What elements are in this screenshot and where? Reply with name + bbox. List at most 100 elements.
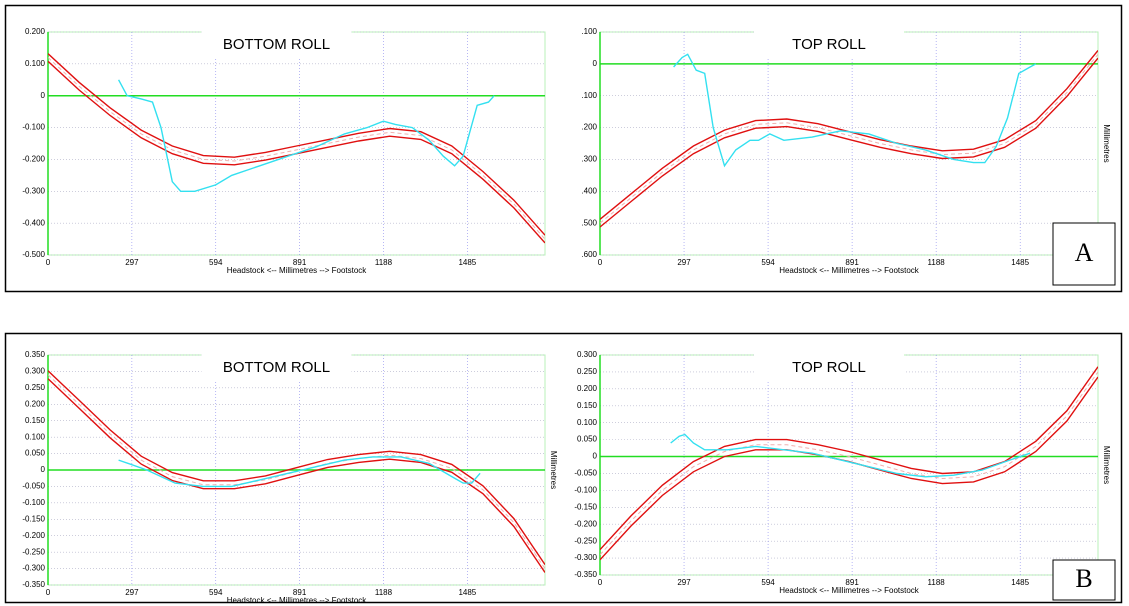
- x-axis-label: Headstock <-- Millimetres --> Footstock: [227, 266, 368, 275]
- x-tick-label: 1485: [458, 588, 476, 597]
- y-tick-label: .200: [581, 123, 597, 132]
- y-tick-label: 0: [41, 91, 46, 100]
- y-tick-label: 0.100: [25, 432, 46, 441]
- y-tick-label: 0.300: [577, 350, 598, 359]
- data-line: [600, 371, 1098, 556]
- data-line: [117, 79, 495, 192]
- panel-label-box: [1052, 222, 1116, 286]
- y-tick-label: 0.050: [577, 435, 598, 444]
- y-tick-label: -0.100: [22, 123, 45, 132]
- panel-label: A: [1075, 238, 1094, 267]
- data-line: [600, 57, 1098, 228]
- y-tick-label: -0.150: [574, 502, 597, 511]
- y-tick-label: -0.300: [22, 186, 45, 195]
- chart-title: BOTTOM ROLL: [223, 36, 330, 53]
- title-box: [201, 354, 352, 380]
- y-tick-label: -0.350: [22, 580, 45, 589]
- y-tick-label: 0: [41, 465, 46, 474]
- x-tick-label: 891: [293, 588, 307, 597]
- x-axis-label: Headstock <-- Millimetres --> Footstock: [227, 596, 368, 605]
- charts: 0.2000.1000-0.100-0.200-0.300-0.400-0.50…: [22, 27, 1111, 605]
- y-tick-label: -0.500: [22, 250, 45, 259]
- y-axis-label: Millimetres: [1102, 446, 1111, 484]
- panel-label: B: [1075, 564, 1092, 593]
- x-tick-label: 594: [209, 588, 223, 597]
- y-tick-label: .100: [581, 91, 597, 100]
- data-line: [673, 53, 1037, 168]
- data-line: [118, 456, 481, 488]
- y-tick-label: -0.350: [574, 570, 597, 579]
- panel-frame: [4, 4, 1123, 293]
- y-tick-label: -0.150: [22, 514, 45, 523]
- chart-title: TOP ROLL: [792, 359, 866, 376]
- y-tick-label: 0.150: [577, 401, 598, 410]
- x-axis-label: Headstock <-- Millimetres --> Footstock: [779, 266, 920, 275]
- panel-frame: [4, 332, 1123, 604]
- y-tick-label: -0.200: [22, 155, 45, 164]
- plot-area: [47, 31, 546, 256]
- y-tick-label: 0.100: [577, 418, 598, 427]
- x-tick-label: 0: [46, 258, 51, 267]
- y-tick-label: 0.300: [25, 367, 46, 376]
- y-tick-label: -0.300: [574, 553, 597, 562]
- x-tick-label: 891: [293, 258, 307, 267]
- y-tick-label: 0.250: [25, 383, 46, 392]
- data-line: [48, 53, 545, 236]
- plot-area: [599, 31, 1099, 256]
- title-box: [754, 354, 904, 380]
- y-tick-label: 0.150: [25, 416, 46, 425]
- y-tick-label: 0.200: [25, 27, 46, 36]
- data-line: [48, 57, 545, 240]
- y-tick-label: -0.200: [574, 519, 597, 528]
- data-line: [670, 433, 1031, 478]
- x-tick-label: 0: [598, 578, 603, 587]
- y-tick-label: 0.200: [25, 399, 46, 408]
- y-tick-label: .500: [581, 218, 597, 227]
- y-tick-label: -0.100: [22, 498, 45, 507]
- y-tick-label: 0.250: [577, 367, 598, 376]
- y-tick-label: 0: [593, 59, 598, 68]
- y-tick-label: .400: [581, 186, 597, 195]
- y-tick-label: -0.400: [22, 218, 45, 227]
- chart-title: BOTTOM ROLL: [223, 359, 330, 376]
- x-tick-label: 1485: [1011, 578, 1029, 587]
- x-tick-label: 1188: [928, 258, 946, 267]
- title-box: [754, 31, 904, 57]
- x-tick-label: 594: [209, 258, 223, 267]
- x-tick-label: 297: [677, 578, 691, 587]
- x-tick-label: 891: [845, 258, 859, 267]
- y-tick-label: -0.100: [574, 485, 597, 494]
- x-tick-label: 297: [677, 258, 691, 267]
- y-tick-label: 0.200: [577, 384, 598, 393]
- x-tick-label: 297: [125, 588, 139, 597]
- y-tick-label: .600: [581, 250, 597, 259]
- chart-title: TOP ROLL: [792, 36, 866, 53]
- y-tick-label: 0.050: [25, 449, 46, 458]
- plot-area: [599, 354, 1099, 576]
- x-tick-label: 297: [125, 258, 139, 267]
- data-line: [600, 53, 1098, 224]
- y-tick-label: .100: [581, 27, 597, 36]
- x-tick-label: 0: [46, 588, 51, 597]
- y-tick-label: 0: [593, 452, 598, 461]
- data-line: [48, 370, 545, 565]
- y-axis-label: Millimetres: [1102, 124, 1111, 162]
- x-tick-label: 594: [761, 578, 775, 587]
- y-tick-label: -0.050: [22, 482, 45, 491]
- y-tick-label: -0.300: [22, 564, 45, 573]
- y-tick-label: -0.200: [22, 531, 45, 540]
- x-tick-label: 891: [845, 578, 859, 587]
- x-tick-label: 1188: [928, 578, 946, 587]
- y-tick-label: 0.350: [25, 350, 46, 359]
- y-tick-label: -0.250: [574, 536, 597, 545]
- x-tick-label: 1188: [375, 258, 393, 267]
- y-tick-label: .300: [581, 155, 597, 164]
- x-tick-label: 1485: [1011, 258, 1029, 267]
- x-axis-label: Headstock <-- Millimetres --> Footstock: [779, 586, 920, 595]
- data-line: [600, 366, 1098, 551]
- x-tick-label: 1485: [458, 258, 476, 267]
- x-tick-label: 594: [761, 258, 775, 267]
- y-tick-label: -0.050: [574, 469, 597, 478]
- data-line: [48, 378, 545, 573]
